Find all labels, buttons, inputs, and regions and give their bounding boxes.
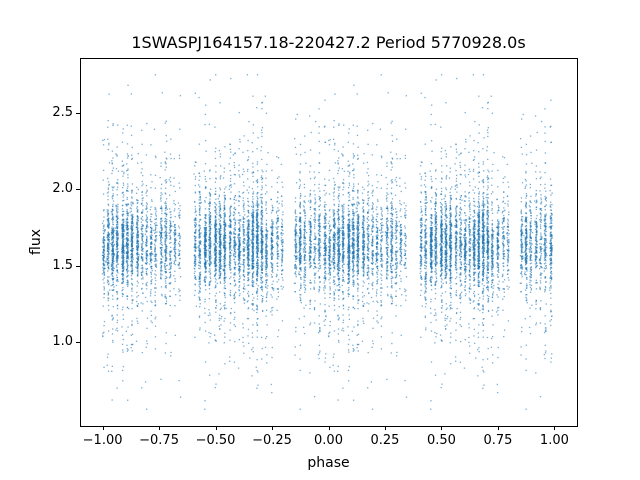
- x-tick-label: 1.00: [539, 433, 569, 448]
- plot-title: 1SWASPJ164157.18-220427.2 Period 5770928…: [131, 33, 526, 52]
- x-tick-label: −0.75: [139, 433, 179, 448]
- x-tick-label: 0.25: [370, 433, 400, 448]
- x-tick-label: 0.50: [426, 433, 456, 448]
- y-tick-label: 2.5: [52, 104, 73, 120]
- x-tick-label: −1.00: [82, 433, 123, 448]
- x-tick-label: 0.75: [483, 433, 513, 448]
- y-tick-label: 2.0: [52, 181, 73, 197]
- y-tick-label: 1.5: [52, 257, 73, 273]
- x-axis-label: phase: [307, 455, 350, 471]
- x-tick-label: −0.25: [252, 433, 292, 448]
- x-tick-label: 0.00: [314, 433, 343, 448]
- y-tick-label: 1.0: [52, 334, 73, 350]
- x-tick-label: −0.50: [195, 433, 236, 448]
